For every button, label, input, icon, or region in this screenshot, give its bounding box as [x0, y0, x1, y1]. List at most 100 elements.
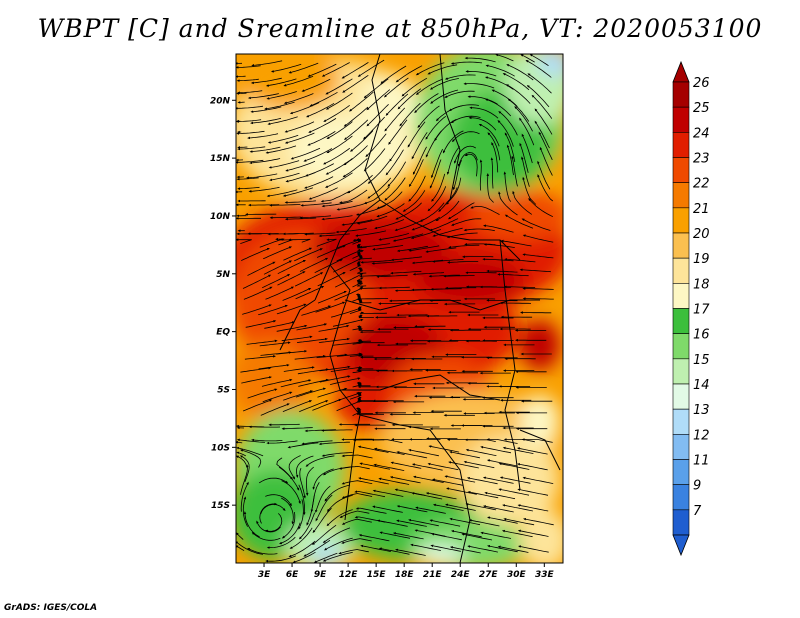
streamline [465, 448, 497, 456]
streamline [377, 519, 408, 527]
streamline [359, 274, 391, 278]
lon-tick-label: 24E [451, 570, 471, 580]
streamline [534, 120, 550, 149]
colorbar-swatch [672, 182, 690, 209]
streamline [446, 487, 477, 495]
streamline [449, 517, 481, 526]
streamline [366, 89, 391, 111]
streamline [466, 476, 498, 485]
colorbar-swatch [672, 257, 690, 284]
streamline [429, 78, 459, 90]
streamline [317, 290, 347, 304]
streamline [280, 379, 312, 388]
streamline [463, 228, 495, 232]
streamline [450, 61, 483, 65]
streamline [236, 238, 252, 244]
streamline [312, 507, 332, 533]
streamline [298, 512, 315, 540]
streamline [326, 121, 353, 140]
streamline [312, 398, 342, 411]
streamline [343, 119, 369, 140]
streamline [341, 518, 372, 525]
lat-tick-label: 20N [210, 96, 231, 106]
streamline [336, 202, 368, 211]
streamline [525, 59, 552, 78]
streamline [245, 320, 277, 328]
streamline [265, 555, 296, 563]
streamline [341, 438, 373, 441]
streamline [431, 173, 446, 202]
streamline [343, 106, 369, 127]
streamline [538, 131, 553, 160]
streamline [239, 449, 262, 468]
streamline [281, 497, 295, 525]
streamline [352, 238, 362, 245]
streamline [372, 245, 404, 251]
streamline [299, 400, 329, 413]
streamline [467, 95, 498, 105]
colorbar-label: 22 [693, 177, 710, 192]
streamline [358, 534, 390, 542]
streamline [242, 496, 248, 527]
streamline [295, 387, 327, 398]
streamline [487, 132, 501, 161]
streamline [355, 507, 387, 514]
streamline [465, 70, 497, 77]
streamline [249, 158, 281, 165]
streamline [464, 153, 478, 177]
streamline [500, 239, 532, 247]
streamline [324, 484, 351, 502]
streamline [264, 101, 295, 110]
streamline [247, 133, 279, 140]
streamline [294, 248, 323, 262]
streamline [531, 94, 553, 119]
streamline [264, 321, 295, 329]
streamline [306, 102, 335, 118]
streamline [396, 505, 428, 513]
streamline [265, 494, 292, 507]
streamline [322, 527, 351, 544]
streamline [358, 327, 374, 331]
streamline [357, 254, 372, 260]
streamline [383, 77, 409, 98]
streamline [240, 481, 249, 512]
streamline [308, 118, 337, 133]
colorbar-swatch [672, 509, 690, 536]
streamline [356, 215, 388, 225]
streamline [236, 451, 246, 457]
streamline [514, 106, 533, 132]
streamline [241, 376, 272, 384]
streamline [395, 548, 426, 556]
streamline [304, 232, 336, 236]
streamline [457, 151, 478, 167]
streamline [376, 274, 408, 278]
streamline [444, 90, 475, 98]
streamline [251, 60, 283, 67]
streamline [296, 323, 328, 331]
streamline [357, 59, 385, 77]
streamline [357, 279, 367, 287]
streamline [266, 440, 298, 445]
streamline [357, 338, 371, 342]
streamline [412, 146, 427, 175]
streamline [342, 74, 369, 93]
colorbar-swatch [672, 106, 690, 133]
streamline [357, 445, 389, 453]
colorbar-label: 12 [693, 428, 710, 443]
streamline [449, 450, 480, 459]
streamline [355, 230, 387, 237]
streamline [267, 134, 299, 144]
streamline [330, 377, 361, 385]
streamline [359, 243, 391, 249]
streamline [501, 529, 533, 538]
streamline [519, 117, 535, 146]
colorbar-swatch [672, 383, 690, 410]
streamline [408, 175, 426, 202]
streamline [281, 511, 296, 539]
streamline [415, 78, 443, 95]
streamline [262, 391, 293, 403]
streamline [237, 186, 260, 190]
streamline [338, 549, 369, 555]
streamline [315, 301, 346, 313]
